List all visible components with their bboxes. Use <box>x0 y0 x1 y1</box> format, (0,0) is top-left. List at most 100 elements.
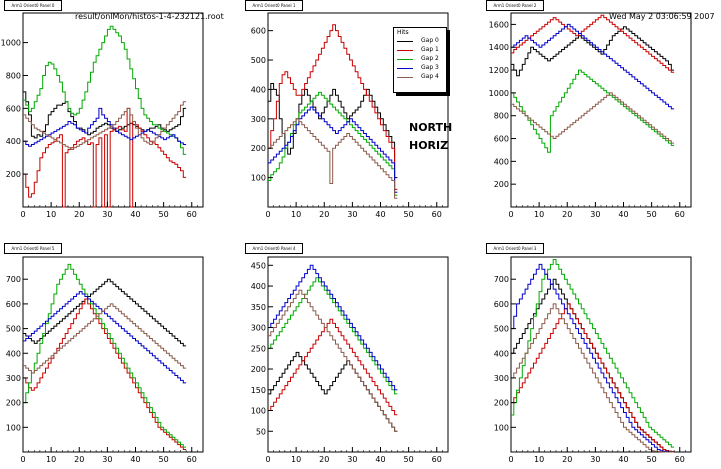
series-line <box>23 291 187 384</box>
y-tick-label: 300 <box>494 374 509 383</box>
x-tick-label: 0 <box>20 210 25 219</box>
x-tick-label: 40 <box>618 210 628 219</box>
series-line <box>511 303 675 453</box>
hits-legend: Hits Gap 0 Gap 1 Gap 2 Gap 3 Gap 4 <box>393 27 447 93</box>
x-tick-label: 0 <box>265 210 270 219</box>
y-tick-label: 50 <box>256 427 266 436</box>
y-tick-label: 200 <box>6 170 21 179</box>
legend-title: Hits <box>397 29 409 36</box>
pad-title-panel-3: Arm1 Orient0 Panel 3 <box>486 243 544 254</box>
legend-entry: Gap 4 <box>396 73 444 81</box>
x-tick-label: 50 <box>647 210 657 219</box>
x-tick-label: 60 <box>675 210 685 219</box>
x-tick-label: 20 <box>319 455 329 464</box>
y-tick-label: 600 <box>6 104 21 113</box>
series-line <box>23 25 187 155</box>
y-tick-label: 300 <box>6 374 21 383</box>
x-tick-label: 40 <box>375 210 385 219</box>
y-tick-label: 400 <box>494 157 509 166</box>
x-tick-label: 40 <box>130 210 140 219</box>
y-tick-label: 600 <box>494 135 509 144</box>
histogram-pad: 0 10 20 30 40 50 60 200 400 600 800 1000 <box>1 12 204 219</box>
series-line <box>511 303 675 452</box>
x-tick-label: 50 <box>159 210 169 219</box>
y-tick-label: 150 <box>251 386 266 395</box>
histogram-pad: 0 10 20 30 40 50 60 100 200 300 400 500 600 700 <box>494 256 692 464</box>
legend-label: Gap 1 <box>421 46 439 53</box>
x-tick-label: 0 <box>508 210 513 219</box>
legend-label: Gap 4 <box>421 73 439 80</box>
legend-entry: Gap 1 <box>396 46 444 54</box>
y-tick-label: 600 <box>251 27 266 36</box>
y-tick-label: 200 <box>494 399 509 408</box>
date-label: Wed May 2 03:06:59 2007 <box>609 12 715 21</box>
x-tick-label: 40 <box>375 455 385 464</box>
frame <box>510 12 692 208</box>
x-tick-label: 30 <box>102 210 112 219</box>
y-tick-label: 400 <box>251 85 266 94</box>
y-tick-label: 100 <box>6 423 21 432</box>
x-tick-label: 10 <box>291 210 301 219</box>
legend-swatch <box>397 68 413 69</box>
file-path-label: result/onlMon/histos-1-4-232121.root <box>75 12 224 21</box>
series-line <box>511 23 675 110</box>
series-line <box>268 24 398 190</box>
x-tick-label: 40 <box>618 455 628 464</box>
y-tick-label: 800 <box>6 71 21 80</box>
series-line <box>268 277 398 395</box>
x-tick-label: 60 <box>432 455 442 464</box>
y-tick-label: 500 <box>6 325 21 334</box>
legend-swatch <box>397 77 413 78</box>
y-tick-label: 200 <box>494 180 509 189</box>
y-tick-label: 400 <box>494 349 509 358</box>
series-line <box>23 298 187 450</box>
y-tick-label: 450 <box>251 261 266 270</box>
frame <box>22 12 204 208</box>
y-tick-label: 1000 <box>489 89 509 98</box>
y-tick-label: 350 <box>251 303 266 312</box>
series-line <box>268 264 398 391</box>
y-tick-label: 500 <box>494 325 509 334</box>
series-line <box>23 278 187 347</box>
series-line <box>511 14 675 73</box>
x-tick-label: 20 <box>74 455 84 464</box>
series-line <box>23 263 187 448</box>
legend-swatch <box>397 50 413 51</box>
x-tick-label: 10 <box>46 455 56 464</box>
x-tick-label: 60 <box>187 210 197 219</box>
frame <box>267 256 449 453</box>
x-tick-label: 60 <box>432 210 442 219</box>
pad-title-panel-4: Arm1 Orient0 Panel 4 <box>245 243 303 254</box>
series-line <box>511 259 675 448</box>
legend-label: Gap 2 <box>421 55 439 62</box>
x-tick-label: 60 <box>675 455 685 464</box>
x-tick-label: 20 <box>562 210 572 219</box>
legend-label: Gap 3 <box>421 64 439 71</box>
series-line <box>23 303 187 374</box>
pad-title-panel-2: Arm1 Orient0 Panel 2 <box>486 0 544 11</box>
y-tick-label: 200 <box>251 365 266 374</box>
y-tick-label: 500 <box>251 56 266 65</box>
series-line <box>268 106 398 193</box>
y-tick-label: 600 <box>6 300 21 309</box>
series-line <box>511 92 675 144</box>
histogram-pad: 0 10 20 30 40 50 60 50 100 150 200 250 300 350 400 450 <box>251 256 449 464</box>
legend-label: Gap 0 <box>421 37 439 44</box>
x-tick-label: 30 <box>590 455 600 464</box>
y-tick-label: 800 <box>494 112 509 121</box>
y-tick-label: 1000 <box>1 39 21 48</box>
frame <box>22 256 204 453</box>
frame <box>510 256 692 453</box>
x-tick-label: 20 <box>562 455 572 464</box>
y-tick-label: 600 <box>494 300 509 309</box>
overlay-north: NORTH <box>409 121 453 134</box>
series-line <box>268 318 398 416</box>
series-line <box>268 83 398 179</box>
pad-title-panel-5: Arm1 Orient0 Panel 5 <box>4 243 62 254</box>
series-line <box>511 69 675 153</box>
y-tick-label: 300 <box>251 115 266 124</box>
legend-swatch <box>397 59 413 60</box>
x-tick-label: 0 <box>508 455 513 464</box>
x-tick-label: 50 <box>404 455 414 464</box>
legend-entry: Gap 3 <box>396 64 444 72</box>
